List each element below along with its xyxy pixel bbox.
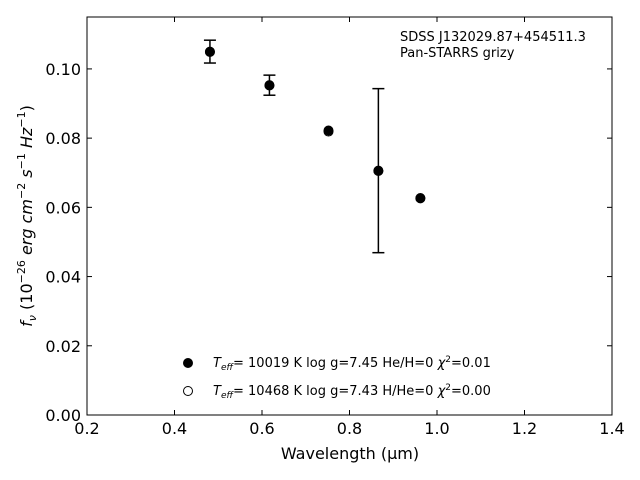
object-name: SDSS J132029.87+454511.3	[400, 30, 586, 45]
model-point-filled	[415, 193, 426, 204]
y-tick-labels: 0.00 0.02 0.04 0.06 0.08 0.10	[45, 60, 81, 425]
y-tick-label: 0.04	[45, 268, 81, 287]
y-axis-label: fν (10−26 erg cm−2 s−1 Hz−1)	[15, 105, 39, 327]
x-tick-label: 0.8	[337, 419, 362, 438]
legend-marker-filled	[183, 358, 193, 368]
model-point-filled	[204, 46, 215, 57]
legend-marker-open	[183, 386, 193, 396]
y-tick-label: 0.08	[45, 129, 81, 148]
model-point-filled	[323, 125, 334, 136]
survey-name: Pan-STARRS grizy	[400, 46, 515, 61]
x-tick-label: 0.6	[249, 419, 274, 438]
legend-label-2: Teff= 10468 K log g=7.43 H/He=0 χ2=0.00	[213, 383, 491, 401]
y-tick-label: 0.02	[45, 337, 81, 356]
data-points	[204, 46, 426, 204]
x-tick-label: 0.2	[74, 419, 99, 438]
x-tick-label: 1.2	[512, 419, 537, 438]
x-tick-label: 0.4	[162, 419, 187, 438]
x-tick-labels: 0.2 0.4 0.6 0.8 1.0 1.2 1.4	[74, 419, 624, 438]
y-tick-label: 0.00	[45, 406, 81, 425]
axis-ticks	[86, 17, 613, 416]
x-tick-label: 1.4	[599, 419, 624, 438]
plot-area	[86, 16, 613, 416]
x-tick-label: 1.0	[424, 419, 449, 438]
legend-label-1: Teff= 10019 K log g=7.45 He/H=0 χ2=0.01	[213, 355, 491, 373]
model-point-filled	[373, 165, 384, 176]
legend: Teff= 10019 K log g=7.45 He/H=0 χ2=0.01 …	[183, 355, 491, 401]
y-tick-label: 0.10	[45, 60, 81, 79]
x-axis-label: Wavelength (μm)	[281, 444, 419, 463]
y-tick-label: 0.06	[45, 198, 81, 217]
model-point-filled	[264, 80, 275, 91]
